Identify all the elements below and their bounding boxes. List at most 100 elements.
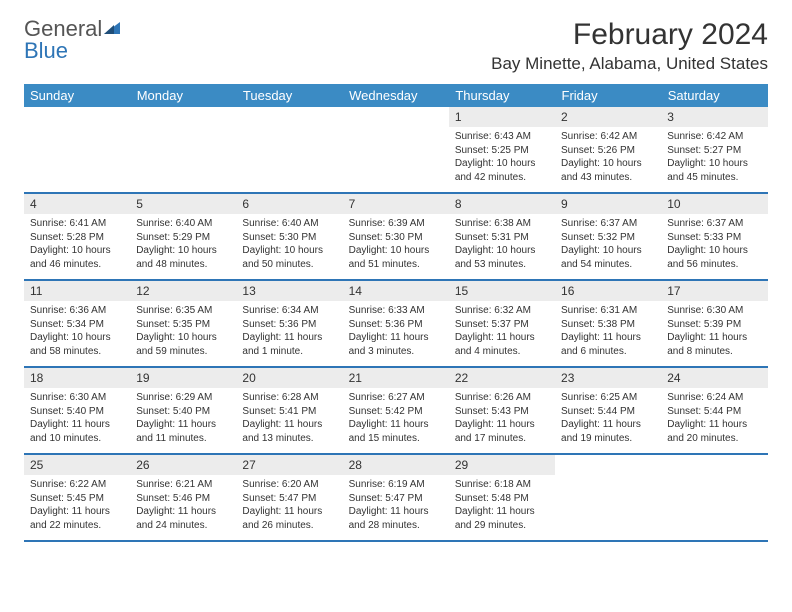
day-number-cell: 13 (236, 280, 342, 301)
day-number-cell (24, 107, 130, 127)
day-detail-cell: Sunrise: 6:32 AMSunset: 5:37 PMDaylight:… (449, 301, 555, 367)
daylight-text-2: and 54 minutes. (561, 258, 655, 272)
day-detail-cell: Sunrise: 6:26 AMSunset: 5:43 PMDaylight:… (449, 388, 555, 454)
daylight-text-1: Daylight: 10 hours (136, 244, 230, 258)
day-number-cell: 5 (130, 193, 236, 214)
sunset-text: Sunset: 5:29 PM (136, 231, 230, 245)
day-number-cell: 20 (236, 367, 342, 388)
day-detail-cell: Sunrise: 6:18 AMSunset: 5:48 PMDaylight:… (449, 475, 555, 541)
daylight-text-2: and 58 minutes. (30, 345, 124, 359)
daylight-text-2: and 3 minutes. (349, 345, 443, 359)
day-detail-cell: Sunrise: 6:28 AMSunset: 5:41 PMDaylight:… (236, 388, 342, 454)
daylight-text-2: and 10 minutes. (30, 432, 124, 446)
daylight-text-2: and 29 minutes. (455, 519, 549, 533)
daylight-text-2: and 43 minutes. (561, 171, 655, 185)
daylight-text-1: Daylight: 10 hours (455, 157, 549, 171)
day-detail-cell: Sunrise: 6:27 AMSunset: 5:42 PMDaylight:… (343, 388, 449, 454)
logo-word-2: Blue (24, 38, 68, 63)
sunrise-text: Sunrise: 6:32 AM (455, 304, 549, 318)
daylight-text-1: Daylight: 10 hours (667, 157, 761, 171)
day-number-cell (130, 107, 236, 127)
weekday-header: Saturday (661, 84, 767, 107)
daylight-text-1: Daylight: 10 hours (455, 244, 549, 258)
day-detail-cell: Sunrise: 6:37 AMSunset: 5:33 PMDaylight:… (661, 214, 767, 280)
sunrise-text: Sunrise: 6:40 AM (136, 217, 230, 231)
day-detail-cell: Sunrise: 6:20 AMSunset: 5:47 PMDaylight:… (236, 475, 342, 541)
day-detail-cell: Sunrise: 6:34 AMSunset: 5:36 PMDaylight:… (236, 301, 342, 367)
sunrise-text: Sunrise: 6:26 AM (455, 391, 549, 405)
daylight-text-1: Daylight: 11 hours (30, 418, 124, 432)
sunrise-text: Sunrise: 6:31 AM (561, 304, 655, 318)
daylight-text-2: and 46 minutes. (30, 258, 124, 272)
calendar-header-row: SundayMondayTuesdayWednesdayThursdayFrid… (24, 84, 768, 107)
day-detail-cell: Sunrise: 6:30 AMSunset: 5:39 PMDaylight:… (661, 301, 767, 367)
sunset-text: Sunset: 5:28 PM (30, 231, 124, 245)
day-number-cell: 2 (555, 107, 661, 127)
sunrise-text: Sunrise: 6:37 AM (667, 217, 761, 231)
day-number-cell: 6 (236, 193, 342, 214)
sunset-text: Sunset: 5:30 PM (349, 231, 443, 245)
sunset-text: Sunset: 5:47 PM (242, 492, 336, 506)
sunrise-text: Sunrise: 6:19 AM (349, 478, 443, 492)
sunrise-text: Sunrise: 6:18 AM (455, 478, 549, 492)
daylight-text-2: and 6 minutes. (561, 345, 655, 359)
logo: General Blue (24, 18, 122, 62)
daylight-text-2: and 1 minute. (242, 345, 336, 359)
day-detail-cell: Sunrise: 6:19 AMSunset: 5:47 PMDaylight:… (343, 475, 449, 541)
sunset-text: Sunset: 5:31 PM (455, 231, 549, 245)
sunset-text: Sunset: 5:35 PM (136, 318, 230, 332)
calendar-body: 123 Sunrise: 6:43 AMSunset: 5:25 PMDayli… (24, 107, 768, 541)
daylight-text-1: Daylight: 11 hours (455, 331, 549, 345)
day-detail-cell: Sunrise: 6:30 AMSunset: 5:40 PMDaylight:… (24, 388, 130, 454)
day-detail-cell: Sunrise: 6:22 AMSunset: 5:45 PMDaylight:… (24, 475, 130, 541)
sunrise-text: Sunrise: 6:22 AM (30, 478, 124, 492)
day-detail-cell: Sunrise: 6:25 AMSunset: 5:44 PMDaylight:… (555, 388, 661, 454)
logo-sail-icon (102, 18, 122, 40)
daylight-text-1: Daylight: 11 hours (242, 505, 336, 519)
daylight-text-2: and 51 minutes. (349, 258, 443, 272)
daylight-text-1: Daylight: 10 hours (561, 244, 655, 258)
logo-text-block: General Blue (24, 18, 122, 62)
sunrise-text: Sunrise: 6:42 AM (667, 130, 761, 144)
daylight-text-1: Daylight: 11 hours (667, 418, 761, 432)
daylight-text-1: Daylight: 10 hours (667, 244, 761, 258)
day-number-cell: 14 (343, 280, 449, 301)
day-number-cell: 18 (24, 367, 130, 388)
sunset-text: Sunset: 5:41 PM (242, 405, 336, 419)
daylight-text-1: Daylight: 11 hours (349, 418, 443, 432)
sunrise-text: Sunrise: 6:36 AM (30, 304, 124, 318)
sunset-text: Sunset: 5:47 PM (349, 492, 443, 506)
day-number-cell: 22 (449, 367, 555, 388)
daylight-text-1: Daylight: 11 hours (136, 418, 230, 432)
daylight-text-1: Daylight: 11 hours (242, 418, 336, 432)
sunset-text: Sunset: 5:33 PM (667, 231, 761, 245)
sunrise-text: Sunrise: 6:33 AM (349, 304, 443, 318)
day-number-cell: 7 (343, 193, 449, 214)
day-detail-cell: Sunrise: 6:35 AMSunset: 5:35 PMDaylight:… (130, 301, 236, 367)
day-detail-cell: Sunrise: 6:24 AMSunset: 5:44 PMDaylight:… (661, 388, 767, 454)
day-number-cell: 17 (661, 280, 767, 301)
sunset-text: Sunset: 5:44 PM (561, 405, 655, 419)
day-number-cell: 25 (24, 454, 130, 475)
daylight-text-1: Daylight: 11 hours (455, 418, 549, 432)
weekday-header: Wednesday (343, 84, 449, 107)
weekday-header: Thursday (449, 84, 555, 107)
day-detail-cell (555, 475, 661, 541)
day-number-cell: 28 (343, 454, 449, 475)
sunset-text: Sunset: 5:32 PM (561, 231, 655, 245)
daylight-text-2: and 19 minutes. (561, 432, 655, 446)
daylight-text-1: Daylight: 11 hours (242, 331, 336, 345)
sunset-text: Sunset: 5:37 PM (455, 318, 549, 332)
daylight-text-2: and 28 minutes. (349, 519, 443, 533)
daylight-text-1: Daylight: 11 hours (349, 331, 443, 345)
daylight-text-2: and 13 minutes. (242, 432, 336, 446)
daylight-text-2: and 15 minutes. (349, 432, 443, 446)
daylight-text-1: Daylight: 11 hours (136, 505, 230, 519)
day-detail-cell: Sunrise: 6:42 AMSunset: 5:27 PMDaylight:… (661, 127, 767, 193)
day-detail-cell (343, 127, 449, 193)
daylight-text-1: Daylight: 10 hours (30, 331, 124, 345)
day-detail-cell: Sunrise: 6:40 AMSunset: 5:29 PMDaylight:… (130, 214, 236, 280)
daylight-text-1: Daylight: 11 hours (561, 418, 655, 432)
day-number-cell: 16 (555, 280, 661, 301)
day-detail-cell: Sunrise: 6:37 AMSunset: 5:32 PMDaylight:… (555, 214, 661, 280)
